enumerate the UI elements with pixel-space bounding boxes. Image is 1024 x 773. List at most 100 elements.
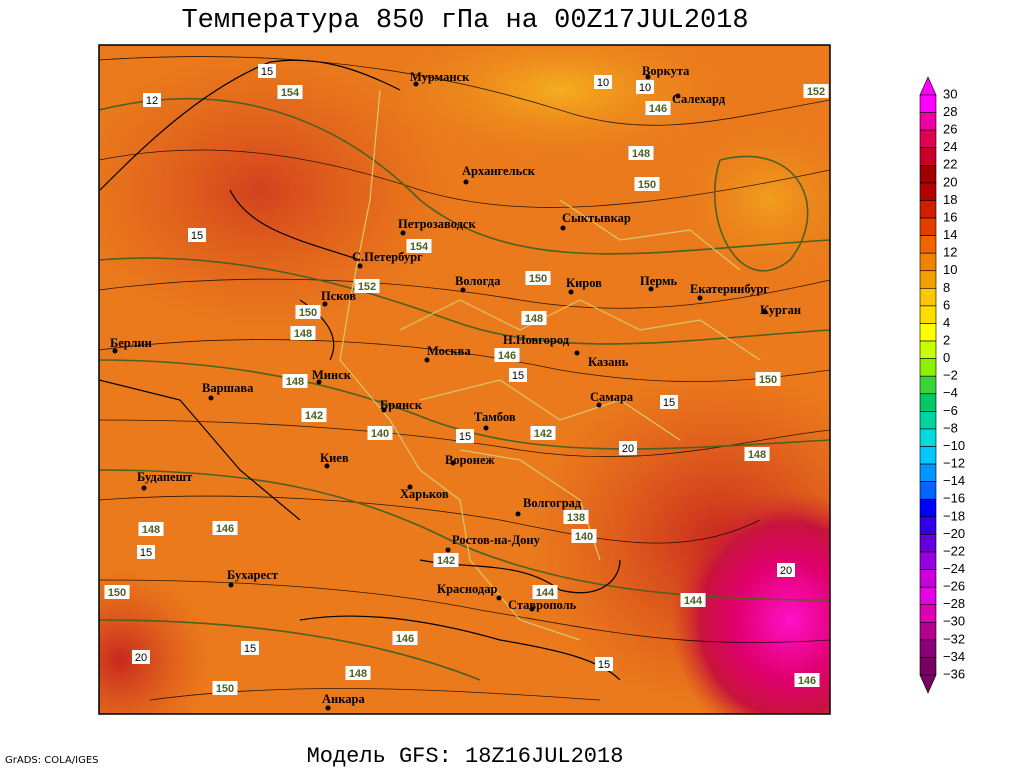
- colorbar-label: 20: [943, 174, 957, 189]
- contour-label-box: [494, 348, 520, 362]
- contour-label: 152: [358, 281, 376, 293]
- colorbar-bin: [919, 147, 937, 166]
- contour-label-box: [744, 447, 770, 461]
- city-label: Москва: [427, 344, 471, 358]
- colorbar-bin: [919, 270, 937, 289]
- city-dot: [413, 81, 419, 87]
- colorbar-bin: [919, 358, 937, 377]
- colorbar-label: −28: [943, 596, 965, 611]
- streamlines: [99, 56, 830, 701]
- city-dot: [228, 582, 234, 588]
- contour-label: 140: [371, 428, 389, 440]
- contour-label: 144: [536, 587, 555, 599]
- contour-label: 150: [638, 179, 656, 191]
- colorbar-bin: [919, 481, 937, 500]
- city-label: Архангельск: [462, 164, 536, 178]
- contour-label: 12: [146, 95, 158, 107]
- colorbar-label: −22: [943, 543, 965, 558]
- contour-label-box: [132, 650, 150, 664]
- colorbar-label: −20: [943, 526, 965, 541]
- city-dot: [141, 485, 147, 491]
- contour-label-box: [290, 326, 316, 340]
- contour-label: 15: [140, 547, 152, 559]
- contour-label: 20: [780, 565, 792, 577]
- warm-area: [99, 570, 210, 714]
- contour-label-box: [212, 681, 238, 695]
- city-dot: [675, 93, 681, 99]
- colorbar-label: −4: [943, 385, 958, 400]
- contour-label: 148: [294, 328, 312, 340]
- contour-label-box: [755, 372, 781, 386]
- contour-label: 20: [135, 652, 147, 664]
- city-label: Петрозаводск: [398, 217, 476, 231]
- contour-label: 150: [108, 587, 126, 599]
- contour-label: 148: [632, 148, 650, 160]
- colorbar-label: 6: [943, 297, 950, 312]
- colorbar-label: 14: [943, 227, 957, 242]
- colorbar-label: 28: [943, 104, 957, 119]
- city-layer: Мурманск Воркута Салехард Архангельск Петроз…: [110, 64, 801, 711]
- contour-label: 148: [349, 668, 367, 680]
- colorbar-label: −2: [943, 368, 958, 383]
- contour-label: 15: [459, 431, 471, 443]
- contour-label-box: [595, 657, 613, 671]
- city-dot: [645, 74, 651, 80]
- colorbar-label: 24: [943, 139, 957, 154]
- city-dot: [445, 547, 451, 553]
- contour-label: 148: [142, 524, 160, 536]
- contour-label: 15: [261, 66, 273, 78]
- contour-label: 150: [759, 374, 777, 386]
- contour-label: 146: [216, 523, 234, 535]
- colorbar-bin: [919, 305, 937, 324]
- colorbar-label: −36: [943, 666, 965, 681]
- city-dot: [463, 179, 469, 185]
- contour-label: 144: [684, 595, 703, 607]
- contour-label: 15: [512, 370, 524, 382]
- contour-label-box: [188, 228, 206, 242]
- contour-label: 15: [191, 230, 203, 242]
- colorbar-bin: [919, 428, 937, 447]
- colorbar-bin: [919, 639, 937, 658]
- contour-label-box: [301, 408, 327, 422]
- colorbar-bin: [919, 393, 937, 412]
- colorbar-label: −18: [943, 508, 965, 523]
- city-dot: [208, 395, 214, 401]
- colorbar-label: 0: [943, 350, 950, 365]
- colorbar-bin: [919, 463, 937, 482]
- city-dot: [483, 425, 489, 431]
- city-label: Берлин: [110, 336, 152, 350]
- city-dot: [400, 230, 406, 236]
- city-label: Салехард: [672, 92, 726, 106]
- contour-label: 148: [525, 313, 543, 325]
- city-dot: [515, 511, 521, 517]
- contour-label-layer: 15 12 154 10 10 146 152 148 150 15 154 152 150 150 148…: [104, 64, 829, 695]
- colorbar-bin: [919, 112, 937, 131]
- contour-label: 10: [639, 82, 651, 94]
- city-dot: [424, 357, 430, 363]
- city-label: Киев: [320, 451, 349, 465]
- colorbar-label: 22: [943, 157, 957, 172]
- colorbar-label: −12: [943, 456, 965, 471]
- city-label: Тамбов: [474, 410, 516, 424]
- colorbar-label: 18: [943, 192, 957, 207]
- contour-label-box: [594, 75, 612, 89]
- city-label: Вологда: [455, 274, 501, 288]
- city-dot: [407, 484, 413, 490]
- contour-label: 15: [663, 397, 675, 409]
- colorbar-bin: [919, 446, 937, 465]
- contour-label-box: [571, 529, 597, 543]
- colorbar-bin: [919, 340, 937, 359]
- contour-label: 150: [299, 307, 317, 319]
- city-label: Минск: [312, 368, 352, 382]
- contour-label-box: [563, 510, 589, 524]
- contour-label-box: [680, 593, 706, 607]
- contour-label-box: [636, 80, 654, 94]
- city-dot: [648, 286, 654, 292]
- contour-label-box: [532, 585, 558, 599]
- colorbar-bin: [919, 604, 937, 623]
- contour-label: 148: [748, 449, 766, 461]
- colorbar-label: 26: [943, 122, 957, 137]
- city-label: Анкара: [322, 692, 365, 706]
- colorbar-bin: [919, 200, 937, 219]
- contour-label: 10: [597, 77, 609, 89]
